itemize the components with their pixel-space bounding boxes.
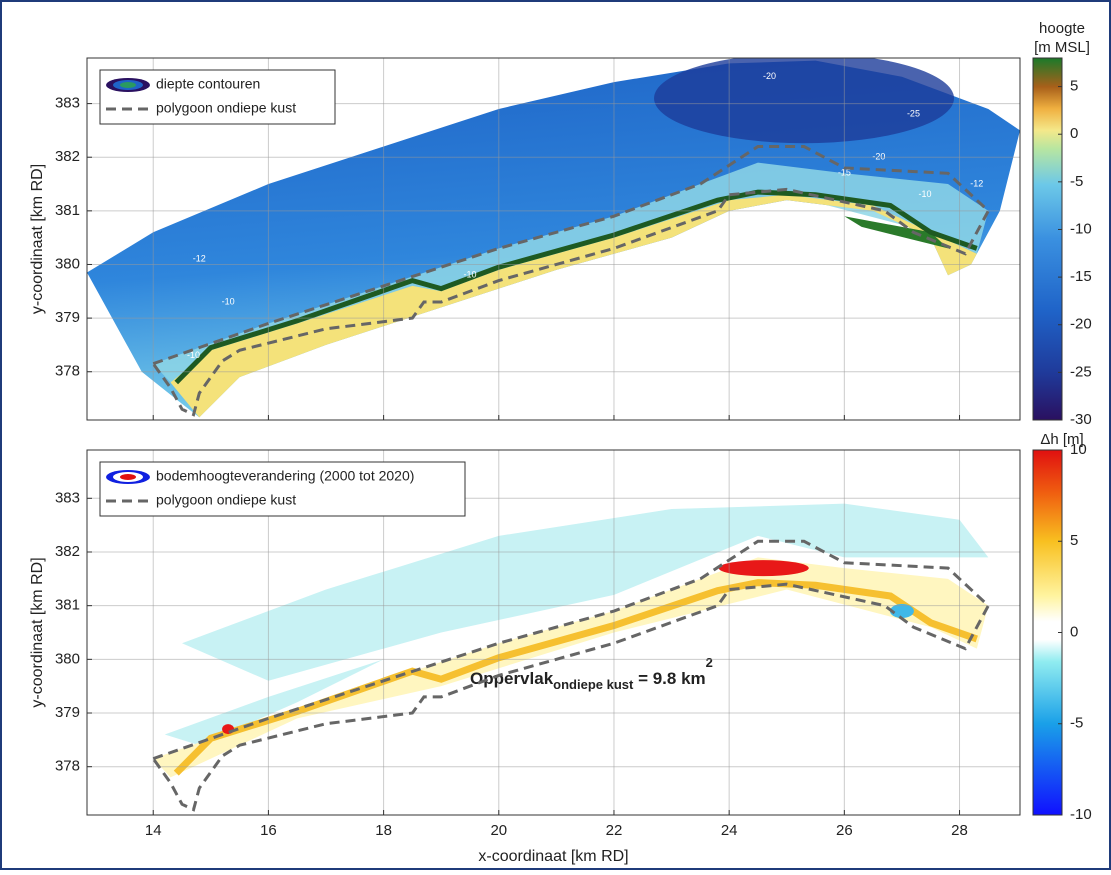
- beach: [170, 194, 977, 418]
- legend-entry: bodemhoogteverandering (2000 tot 2020): [156, 468, 414, 484]
- legend-icon: [120, 474, 136, 480]
- y-tick-label: 378: [55, 758, 80, 775]
- y-axis-label: y-coordinaat [km RD]: [29, 557, 46, 707]
- y-tick-label: 381: [55, 202, 80, 219]
- contour-label: -10: [918, 189, 931, 199]
- colorbar-tick-label: -20: [1070, 316, 1092, 333]
- deep-area: [654, 58, 954, 144]
- y-tick-label: 381: [55, 597, 80, 614]
- axes-box: [86, 449, 1021, 816]
- y-tick-label: 382: [55, 148, 80, 165]
- contour-label: -10: [222, 296, 235, 306]
- y-tick-label: 379: [55, 309, 80, 326]
- colorbar-tick-label: -5: [1070, 173, 1083, 190]
- x-tick-label: 16: [260, 822, 277, 839]
- axes-box: [86, 57, 1021, 421]
- contour-label: -10: [187, 350, 200, 360]
- y-tick-label: 383: [55, 95, 80, 112]
- y-tick-label: 380: [55, 255, 80, 272]
- y-tick-label: 378: [55, 363, 80, 380]
- y-tick-label: 382: [55, 543, 80, 560]
- legend-box: [99, 461, 466, 517]
- contour-label: -12: [193, 253, 206, 263]
- annotation-part: = 9.8 km: [633, 669, 705, 688]
- colorbar-tick-label: 5: [1070, 532, 1078, 549]
- colorbar-title: Δh [m]: [1040, 431, 1083, 448]
- dune-area: [844, 216, 949, 249]
- colorbar-tick-label: -10: [1070, 806, 1092, 823]
- contour-label: -12: [970, 178, 983, 188]
- colorbar-tick-label: 0: [1070, 125, 1078, 142]
- increase-band: [153, 557, 989, 778]
- x-tick-label: 20: [490, 822, 507, 839]
- polygon-line: [152, 539, 991, 812]
- colorbar-tick-label: -25: [1070, 363, 1092, 380]
- y-tick-label: 383: [55, 489, 80, 506]
- colorbar-tick-label: -10: [1070, 220, 1092, 237]
- polygon-line: [152, 144, 991, 417]
- colorbar-tick-label: -15: [1070, 268, 1092, 285]
- shallow-zone: [153, 162, 989, 383]
- contour-label: -10: [463, 270, 476, 280]
- annotation-part: Oppervlak: [470, 669, 554, 688]
- x-tick-label: 28: [951, 822, 968, 839]
- colorbar-tick-label: 5: [1070, 78, 1078, 95]
- legend-icon: [120, 82, 136, 88]
- annotation-part: 2: [706, 655, 713, 670]
- legend-entry: polygoon ondiepe kust: [156, 100, 296, 116]
- legend-entry: diepte contouren: [156, 76, 260, 92]
- decrease-area: [164, 659, 384, 746]
- colorbar-tick-label: 0: [1070, 623, 1078, 640]
- contour-label: -25: [907, 109, 920, 119]
- contour-label: -20: [763, 71, 776, 81]
- y-tick-label: 380: [55, 650, 80, 667]
- x-tick-label: 22: [606, 822, 623, 839]
- strong-increase: [718, 560, 809, 577]
- colorbar: [1032, 57, 1063, 421]
- x-axis-label: x-coordinaat [km RD]: [478, 848, 628, 865]
- y-tick-label: 379: [55, 704, 80, 721]
- colorbar-tick-label: -30: [1070, 411, 1092, 428]
- x-tick-label: 26: [836, 822, 853, 839]
- legend-entry: polygoon ondiepe kust: [156, 492, 296, 508]
- x-tick-label: 18: [375, 822, 392, 839]
- colorbar-tick-label: 10: [1070, 441, 1087, 458]
- colorbar-title: [m MSL]: [1034, 39, 1090, 56]
- decrease: [889, 604, 914, 619]
- contour-label: -20: [872, 152, 885, 162]
- increase: [222, 724, 235, 735]
- colorbar-title: hoogte: [1039, 20, 1085, 37]
- annotation-part: ondiepe kust: [553, 677, 634, 692]
- colorbar-tick-label: -5: [1070, 715, 1083, 732]
- colorbar: [1032, 449, 1063, 816]
- x-tick-label: 14: [145, 822, 162, 839]
- y-axis-label: y-coordinaat [km RD]: [29, 164, 46, 314]
- x-tick-label: 24: [721, 822, 738, 839]
